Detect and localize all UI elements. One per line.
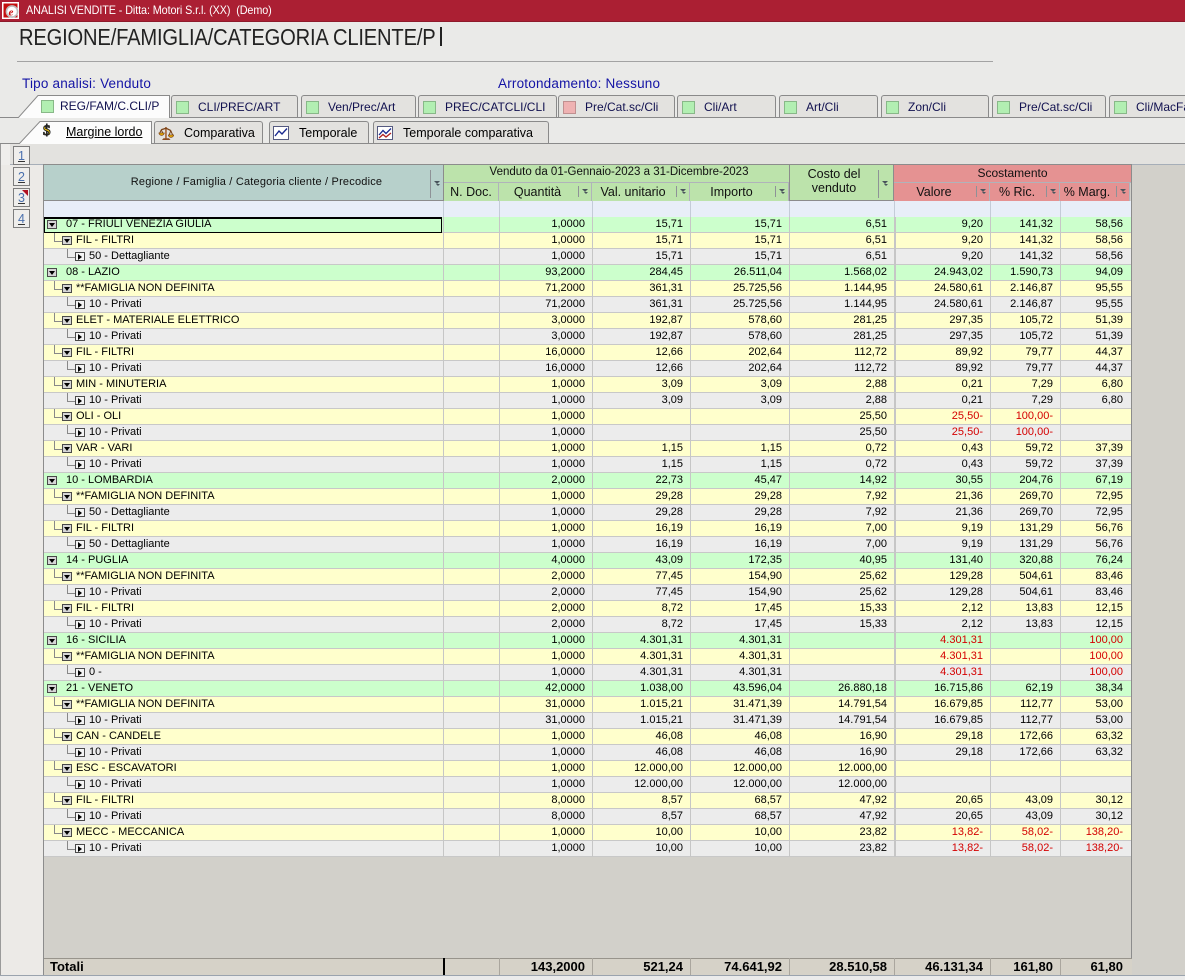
svg-text:e: e — [9, 7, 14, 19]
